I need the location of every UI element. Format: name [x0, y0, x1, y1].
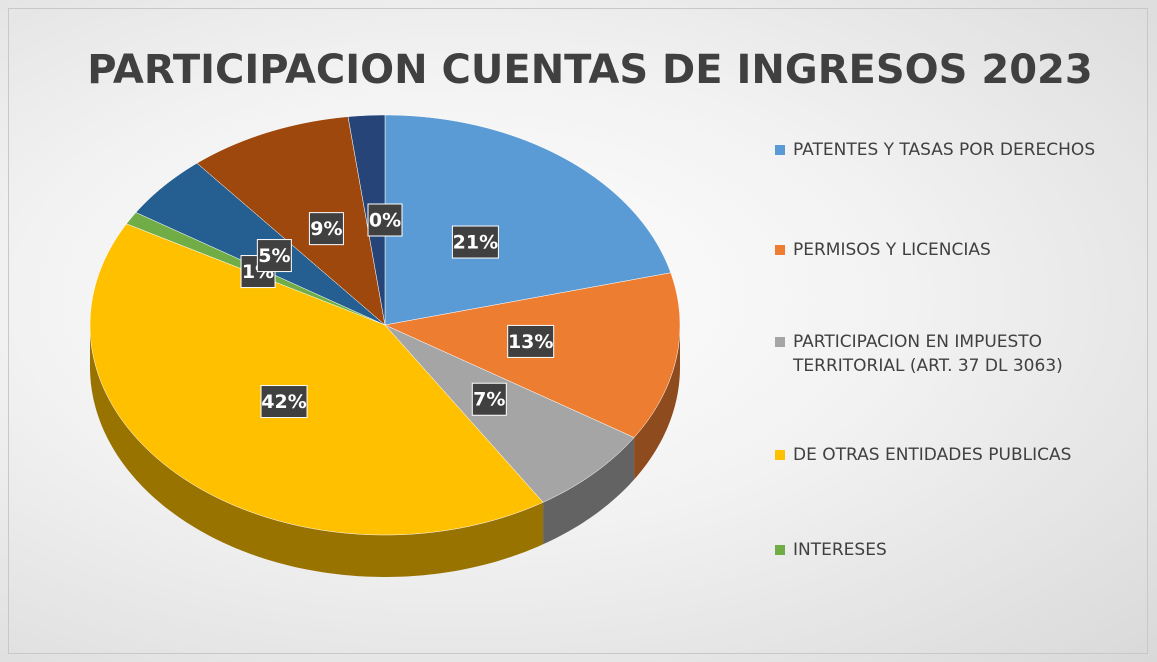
legend-label: PARTICIPACION EN IMPUESTO TERRITORIAL (A… [793, 332, 1063, 376]
legend-item: PATENTES Y TASAS POR DERECHOS [775, 138, 1138, 162]
data-label: 21% [453, 232, 498, 254]
data-label-box [367, 203, 403, 237]
legend-label: DE OTRAS ENTIDADES PUBLICAS [793, 445, 1072, 465]
chart-frame [8, 8, 1148, 654]
legend-item: PERMISOS Y LICENCIAS [775, 238, 1138, 262]
legend-label: PATENTES Y TASAS POR DERECHOS [793, 140, 1096, 160]
slice [384, 324, 635, 503]
slice [384, 114, 672, 326]
legend-label: PERMISOS Y LICENCIAS [793, 240, 991, 260]
data-label: 5% [258, 245, 290, 267]
legend-swatch [775, 245, 785, 255]
pie-sides [90, 325, 680, 577]
slice [89, 223, 544, 536]
slice-side [90, 325, 544, 577]
data-label: 0% [369, 210, 401, 232]
data-label-box [260, 385, 308, 419]
legend-swatch [775, 337, 785, 347]
data-label-box [451, 225, 499, 259]
slice [196, 116, 386, 326]
legend-item: DE OTRAS ENTIDADES PUBLICAS [775, 443, 1138, 467]
legend-item: INTERESES [775, 538, 1138, 562]
slice-side [543, 437, 635, 545]
data-label: 9% [310, 218, 342, 240]
slice [347, 114, 386, 326]
data-label-box [256, 239, 292, 273]
data-label-box [471, 382, 507, 416]
legend-swatch [775, 145, 785, 155]
legend-label: INTERESES [793, 540, 887, 560]
data-label: 13% [508, 331, 553, 353]
legend-swatch [775, 545, 785, 555]
slice-side [634, 325, 680, 480]
data-label-box [507, 324, 555, 358]
chart-title: PARTICIPACION CUENTAS DE INGRESOS 2023 [87, 47, 1092, 93]
data-label-box [308, 212, 344, 246]
legend-swatch [775, 450, 785, 460]
data-label: 42% [261, 391, 306, 413]
legend-item: PARTICIPACION EN IMPUESTO TERRITORIAL (A… [775, 330, 1138, 378]
data-label: 7% [473, 389, 505, 411]
